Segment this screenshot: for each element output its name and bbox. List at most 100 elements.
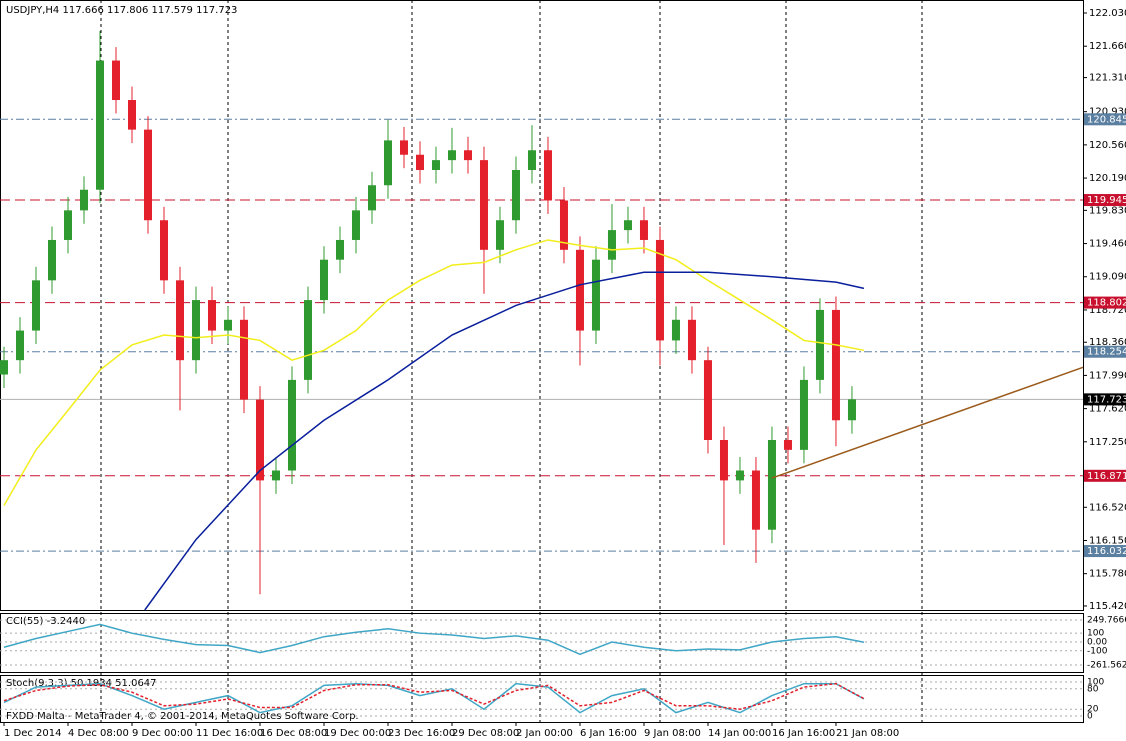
level-label-box <box>1084 296 1126 309</box>
candle-body <box>783 440 792 450</box>
candle-body <box>15 330 24 361</box>
candle-body <box>463 150 472 161</box>
candle-body <box>303 300 312 380</box>
candle-body <box>31 280 40 331</box>
level-label: 116.871 <box>1087 471 1126 482</box>
stoch-tick-label: 100 <box>1087 677 1104 687</box>
candle-body <box>111 60 120 101</box>
frames <box>0 0 1084 723</box>
candle-body <box>735 470 744 481</box>
y-tick-label: 121.660 <box>1089 41 1126 52</box>
stoch-label: Stoch(9,3,3) 50.1934 51.0647 <box>6 678 157 689</box>
x-tick-label: 14 Jan 00:00 <box>708 728 771 739</box>
x-tick-label: 9 Jan 08:00 <box>644 728 701 739</box>
candle-body <box>287 379 296 471</box>
cci-tick-label: 100 <box>1087 629 1104 639</box>
candle-body <box>0 360 8 375</box>
cci-label: CCI(55) -3.2440 <box>6 616 85 627</box>
x-tick-label: 4 Dec 08:00 <box>68 728 129 739</box>
candle-body <box>815 309 824 380</box>
candle-body <box>79 189 88 211</box>
main-frame <box>0 0 1084 611</box>
chart-title: USDJPY,H4 117.666 117.806 117.579 117.72… <box>6 5 237 16</box>
level-label: 117.723 <box>1087 394 1126 405</box>
candle-body <box>607 230 616 260</box>
level-label-box <box>1084 469 1126 482</box>
y-tick-label: 120.930 <box>1089 107 1126 118</box>
stoch-signal <box>3 682 865 710</box>
y-tick-label: 115.420 <box>1089 601 1126 612</box>
level-label: 119.945 <box>1087 195 1126 206</box>
candle-body <box>703 360 712 441</box>
y-tick-label: 115.780 <box>1089 569 1126 580</box>
candle-body <box>335 239 344 260</box>
stoch-tick-label: 0 <box>1087 712 1093 722</box>
candle-body <box>639 220 648 240</box>
candle-body <box>831 309 840 421</box>
level-label-box <box>1084 393 1126 406</box>
x-tick-label: 9 Dec 00:00 <box>132 728 193 739</box>
x-tick-label: 16 Jan 16:00 <box>772 728 835 739</box>
x-tick-label: 6 Jan 16:00 <box>580 728 637 739</box>
candle-body <box>271 470 280 481</box>
x-tick-label: 1 Dec 2014 <box>4 728 62 739</box>
level-label: 118.802 <box>1087 298 1126 309</box>
candle-body <box>511 169 520 221</box>
indicator-line <box>771 366 1084 479</box>
candle-body <box>527 150 536 170</box>
candle-body <box>767 440 776 530</box>
candle-body <box>591 259 600 331</box>
y-tick-label: 117.990 <box>1089 370 1126 381</box>
candle-body <box>495 220 504 250</box>
level-label: 116.032 <box>1087 546 1126 557</box>
cci-frame <box>0 613 1084 673</box>
candle-body <box>159 220 168 281</box>
stoch-tick-label: 20 <box>1087 705 1099 715</box>
candle-body <box>847 399 856 421</box>
candle-body <box>127 100 136 130</box>
y-tick-label: 116.150 <box>1089 535 1126 546</box>
level-label-box <box>1084 545 1126 558</box>
candle-body <box>479 160 488 250</box>
level-label-box <box>1084 113 1126 126</box>
level-label-box <box>1084 194 1126 207</box>
candle-body <box>623 220 632 231</box>
candle-body <box>191 300 200 361</box>
cci-tick-label: 249.7666 <box>1087 616 1126 626</box>
candle-body <box>575 249 584 331</box>
level-label: 120.845 <box>1087 114 1126 125</box>
candle-body <box>367 185 376 211</box>
candle-body <box>431 160 440 170</box>
copyright: FXDD Malta - MetaTrader 4, © 2001-2014, … <box>6 711 359 722</box>
candle-body <box>207 300 216 331</box>
y-tick-label: 118.360 <box>1089 337 1126 348</box>
y-tick-label: 120.190 <box>1089 173 1126 184</box>
indicator-line <box>3 239 865 506</box>
stoch-frame <box>0 675 1084 723</box>
x-tick-label: 2 Jan 00:00 <box>516 728 573 739</box>
level-label: 118.254 <box>1087 347 1126 358</box>
y-tick-label: 117.250 <box>1089 437 1126 448</box>
y-tick-label: 119.090 <box>1089 272 1126 283</box>
x-tick-label: 21 Jan 08:00 <box>836 728 899 739</box>
candle-body <box>255 399 264 481</box>
y-tick-label: 118.720 <box>1089 305 1126 316</box>
candle-body <box>671 319 680 341</box>
candle-body <box>143 129 152 221</box>
candle-body <box>543 150 552 201</box>
stoch-tick-label: 80 <box>1087 684 1099 694</box>
cci-line <box>3 623 865 656</box>
y-tick-label: 120.560 <box>1089 140 1126 151</box>
candle-body <box>719 440 728 481</box>
candle-body <box>687 319 696 361</box>
candle-body <box>63 210 72 240</box>
candle-body <box>319 259 328 301</box>
x-tick-label: 29 Dec 08:00 <box>452 728 519 739</box>
candle-body <box>223 319 232 331</box>
candle-body <box>351 210 360 240</box>
candle-body <box>799 379 808 450</box>
y-tick-label: 119.830 <box>1089 205 1126 216</box>
